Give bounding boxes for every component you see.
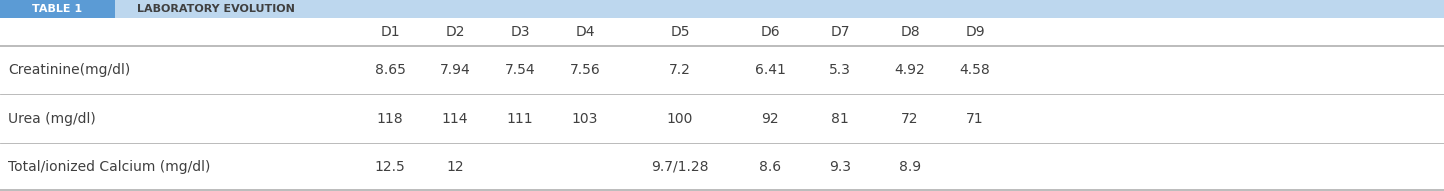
Text: D6: D6 (760, 25, 780, 39)
Text: 5.3: 5.3 (829, 63, 851, 77)
Text: D8: D8 (900, 25, 920, 39)
Text: 81: 81 (832, 112, 849, 125)
Text: Creatinine(mg/dl): Creatinine(mg/dl) (9, 63, 130, 77)
Text: 7.56: 7.56 (569, 63, 601, 77)
Text: LABORATORY EVOLUTION: LABORATORY EVOLUTION (137, 4, 295, 14)
Text: 7.2: 7.2 (669, 63, 690, 77)
Text: 8.9: 8.9 (900, 160, 921, 174)
Text: D3: D3 (510, 25, 530, 39)
Text: 7.94: 7.94 (439, 63, 471, 77)
Text: TABLE 1: TABLE 1 (32, 4, 82, 14)
Text: 9.7/1.28: 9.7/1.28 (651, 160, 709, 174)
Text: 12: 12 (446, 160, 464, 174)
Text: 114: 114 (442, 112, 468, 125)
Text: 12.5: 12.5 (374, 160, 406, 174)
Text: 100: 100 (667, 112, 693, 125)
Text: D4: D4 (575, 25, 595, 39)
Text: 4.58: 4.58 (960, 63, 991, 77)
Text: 7.54: 7.54 (505, 63, 536, 77)
Text: 111: 111 (507, 112, 533, 125)
Text: D9: D9 (965, 25, 985, 39)
Text: Total/ionized Calcium (mg/dl): Total/ionized Calcium (mg/dl) (9, 160, 211, 174)
Bar (0, 0, 116, 18)
Text: D2: D2 (445, 25, 465, 39)
Text: 71: 71 (966, 112, 983, 125)
Text: 118: 118 (377, 112, 403, 125)
Text: D7: D7 (830, 25, 849, 39)
Text: Urea (mg/dl): Urea (mg/dl) (9, 112, 95, 125)
Text: 6.41: 6.41 (755, 63, 786, 77)
Text: 4.92: 4.92 (895, 63, 926, 77)
Text: 103: 103 (572, 112, 598, 125)
Text: 8.65: 8.65 (374, 63, 406, 77)
Text: 8.6: 8.6 (760, 160, 781, 174)
Text: 72: 72 (901, 112, 918, 125)
Text: D1: D1 (380, 25, 400, 39)
Text: D5: D5 (670, 25, 690, 39)
Text: 92: 92 (761, 112, 778, 125)
Text: 9.3: 9.3 (829, 160, 851, 174)
